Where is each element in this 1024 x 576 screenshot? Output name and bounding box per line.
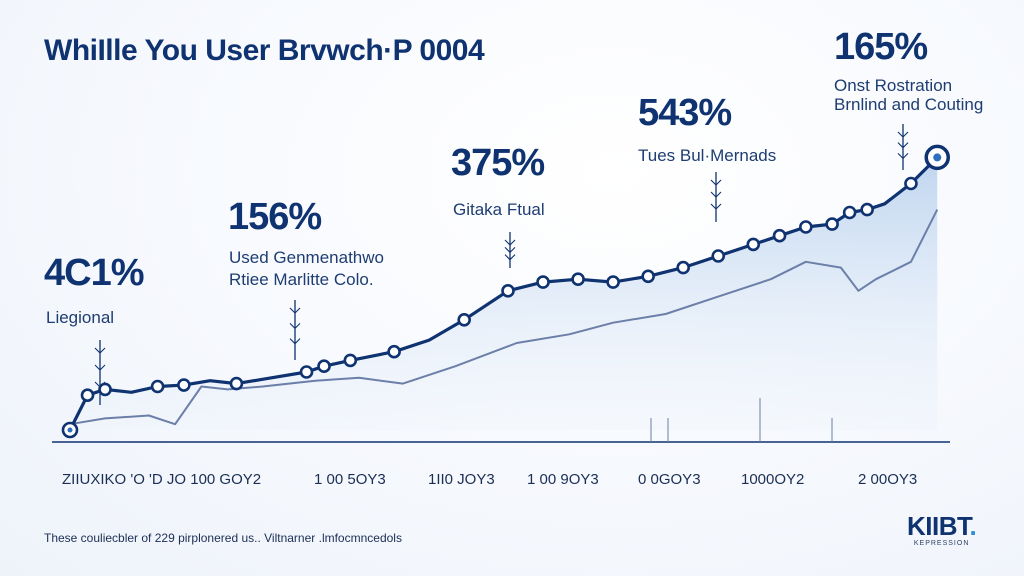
data-point-core (933, 153, 942, 162)
data-point-marker (80, 388, 95, 403)
callout-arrow-chevron (504, 246, 516, 254)
data-point-marker (641, 269, 655, 284)
callout-arrow-chevron (897, 142, 909, 149)
callout-arrow-chevron (94, 364, 106, 371)
x-tick-label: ZIIUXIKO 'O 'D JO 100 GOY2 (62, 471, 261, 488)
callout-arrow-chevron (710, 203, 722, 210)
x-tick-label: 1000OY2 (741, 471, 804, 488)
callout-value-4: 543% (638, 92, 732, 134)
data-point-marker (825, 217, 839, 231)
logo-text: KIIBT (907, 511, 970, 541)
data-point-marker (150, 379, 165, 394)
callout-value-2: 156% (228, 196, 322, 238)
callout-arrow-chevron (94, 347, 106, 354)
callout-label-4: Tues Bul·Mernads (638, 146, 777, 165)
footnote: These couliecbler of 229 pirplonered us.… (44, 531, 402, 545)
data-point-marker (98, 382, 112, 397)
data-point-marker (746, 237, 761, 252)
chart-title: WhiIlle You User Brvwch·P 0004 (44, 34, 485, 67)
callout-value-1: 4C1% (44, 252, 144, 294)
data-point-marker (799, 220, 813, 234)
data-point-marker (904, 176, 918, 191)
data-point-marker (299, 365, 314, 379)
x-tick-label: 1II0 JOY3 (428, 471, 495, 488)
logo-subtitle: KEPRESSION (913, 540, 970, 547)
callout-arrow-chevron (504, 254, 516, 261)
callout-arrow-chevron (710, 191, 722, 198)
series-2-line (69, 209, 939, 426)
data-point-marker (571, 272, 585, 287)
callout-arrow-chevron (289, 338, 301, 345)
data-point-marker (501, 283, 515, 298)
callout-label-1: Liegional (46, 308, 115, 327)
logo-dot: . (969, 511, 977, 541)
callout-label-2a: Used Genmenathwo (229, 248, 384, 267)
callout-value-3: 375% (451, 142, 545, 184)
x-tick-label: 1 00 5OY3 (314, 471, 386, 488)
callout-value-5: 165% (834, 26, 928, 68)
callout-arrow-chevron (710, 179, 722, 186)
callout-label-3: Gitaka Ftual (453, 200, 545, 219)
data-point-marker (711, 249, 726, 263)
callout-label-5b: Brnlind and Couting (834, 95, 984, 114)
x-tick-label: 2 00OY3 (858, 471, 917, 488)
callout-arrow-chevron (289, 307, 301, 314)
data-point-marker (676, 260, 691, 275)
data-point-core (67, 427, 73, 433)
data-point-marker (387, 344, 401, 359)
data-point-marker (457, 312, 472, 327)
data-point-marker (343, 353, 358, 368)
callout-arrow-chevron (897, 131, 909, 138)
brand-logo: KIIBT. KEPRESSION (907, 511, 977, 547)
callout-arrow-chevron (289, 322, 301, 330)
data-point-marker (229, 376, 244, 391)
data-point-marker (177, 378, 191, 392)
callout-arrow-chevron (897, 152, 909, 160)
callout-label-5a: Onst Rostration (834, 76, 953, 95)
data-point-marker (842, 205, 857, 220)
callout-label-2b: Rtiee Marlitte Colo. (229, 270, 374, 289)
data-point-marker (860, 202, 874, 217)
x-tick-label: 0 0GOY3 (638, 471, 701, 488)
x-tick-label: 1 00 9OY3 (527, 471, 599, 488)
data-point-marker (772, 228, 787, 243)
data-point-marker (536, 275, 550, 289)
data-point-marker (317, 359, 331, 374)
data-point-marker (606, 275, 620, 289)
callout-arrow-chevron (504, 239, 516, 246)
